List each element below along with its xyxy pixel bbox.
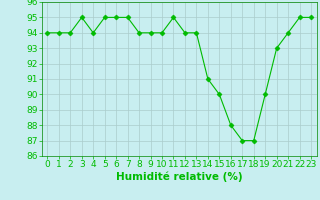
X-axis label: Humidité relative (%): Humidité relative (%)	[116, 172, 243, 182]
